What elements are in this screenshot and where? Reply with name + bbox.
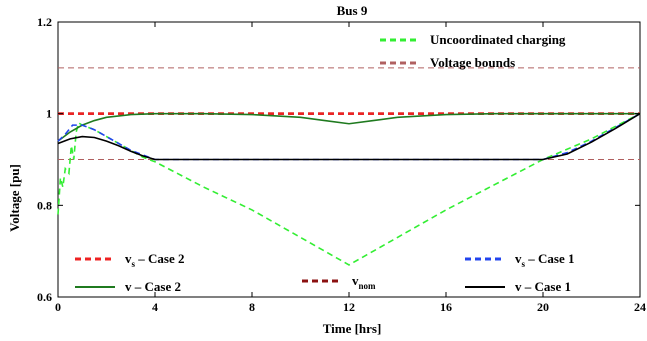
x-tick-label: 0: [55, 300, 61, 314]
legend-label: Uncoordinated charging: [430, 32, 566, 47]
series-line-6: [57, 112, 641, 161]
series-line-0: [57, 112, 641, 266]
legend-label: v – Case 2: [125, 279, 181, 294]
legend-entry-3: v – Case 2: [75, 279, 181, 294]
series-layer: [57, 112, 641, 266]
y-tick-label: 1.2: [37, 15, 52, 29]
legend-label: Voltage bounds: [430, 55, 515, 70]
legend-label: vnom: [352, 273, 376, 291]
plot-area: 0 4 8 12 16 20 24 0.6 0.8 1 1.2 Uncoordinated char…: [37, 15, 646, 314]
ticks-layer: 0 4 8 12 16 20 24 0.6 0.8 1 1.2: [37, 15, 646, 314]
legend-entry-4: vnom: [302, 273, 376, 291]
x-axis-label: Time [hrs]: [323, 321, 382, 336]
series-line-5: [57, 112, 641, 161]
series-line-4: [57, 112, 640, 142]
legend-label: vs – Case 2: [125, 251, 184, 269]
x-tick-label: 12: [343, 300, 355, 314]
legend-entry-6: v – Case 1: [465, 279, 571, 294]
x-tick-label: 16: [440, 300, 452, 314]
chart-title: Bus 9: [337, 3, 368, 18]
legend-entry-2: vs – Case 2: [75, 251, 184, 269]
y-tick-label: 1: [46, 107, 52, 121]
legend-label: vs – Case 1: [515, 251, 574, 269]
x-tick-label: 20: [537, 300, 549, 314]
x-tick-label: 4: [152, 300, 158, 314]
x-tick-label: 24: [634, 300, 646, 314]
x-tick-label: 8: [249, 300, 255, 314]
legend-layer: Uncoordinated charging Voltage bounds vs –…: [75, 32, 574, 294]
legend-entry-5: vs – Case 1: [465, 251, 574, 269]
y-tick-label: 0.8: [37, 198, 52, 212]
y-tick-label: 0.6: [37, 290, 52, 304]
legend-label: v – Case 1: [515, 279, 571, 294]
legend-entry-1: Voltage bounds: [380, 55, 515, 70]
legend-entry-0: Uncoordinated charging: [380, 32, 566, 47]
y-axis-label: Voltage [pu]: [7, 164, 22, 232]
